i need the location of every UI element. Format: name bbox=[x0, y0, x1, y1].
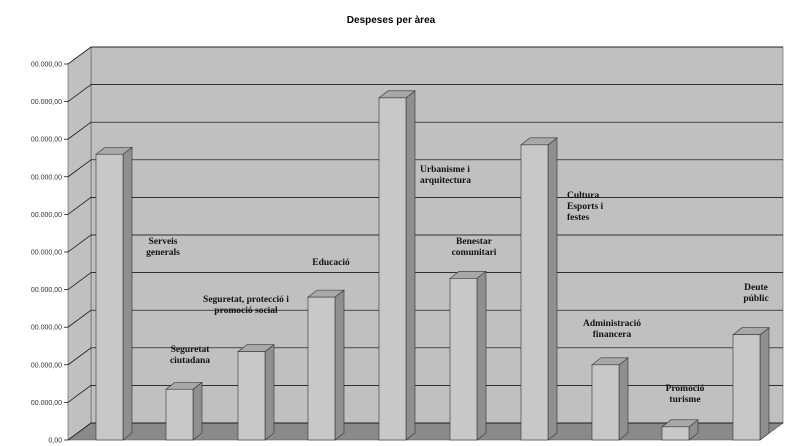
bar-side bbox=[334, 289, 345, 441]
y-tick-label: 00.000,00 bbox=[31, 137, 62, 144]
bar-side bbox=[476, 270, 487, 441]
y-tick-label: 00.000,00 bbox=[31, 325, 62, 332]
gridline bbox=[67, 84, 783, 102]
bar-front bbox=[378, 97, 407, 441]
bar-front bbox=[237, 351, 266, 441]
y-tick-label: 00.000,00 bbox=[31, 99, 62, 106]
bar-side bbox=[618, 357, 629, 441]
bar-data-label: Promoció turisme bbox=[666, 384, 705, 405]
bar-data-label: Seguretat, protecció i promoció social bbox=[203, 295, 289, 316]
bar-data-label: Administració financera bbox=[583, 319, 641, 340]
bar-side bbox=[192, 381, 203, 441]
bar bbox=[520, 137, 558, 441]
y-tick-label: 00.000,00 bbox=[31, 62, 62, 69]
bar bbox=[307, 289, 345, 441]
bar-data-label: Serveis generals bbox=[146, 237, 180, 258]
bar-front bbox=[732, 334, 761, 441]
y-tick-label: 00.000,00 bbox=[31, 362, 62, 369]
bar-side bbox=[122, 146, 133, 441]
bar-front bbox=[591, 364, 620, 441]
bar bbox=[661, 419, 699, 441]
chart-title: Despeses per àrea bbox=[347, 15, 436, 26]
bar-front bbox=[165, 388, 194, 441]
bar-data-label: Benestar comunitari bbox=[452, 237, 497, 258]
y-tick-label: 00.000,00 bbox=[31, 287, 62, 294]
bar-front bbox=[520, 144, 549, 441]
bar bbox=[237, 344, 275, 441]
bar bbox=[449, 270, 487, 441]
bar-front bbox=[661, 426, 690, 441]
bar bbox=[732, 327, 770, 441]
data-labels: Serveis generals Seguretat ciutadana Seguret… bbox=[146, 165, 769, 405]
bar-data-label: Seguretat ciutadana bbox=[170, 345, 210, 366]
y-axis-ticks: 0,00 00.000,00 00.000,00 00.000,00 00.000,00… bbox=[31, 62, 68, 445]
y-tick-label: 0,00 bbox=[48, 438, 62, 445]
y-tick-label: 00.000,00 bbox=[31, 400, 62, 407]
bar-side bbox=[759, 327, 770, 441]
bar bbox=[378, 90, 416, 441]
bars bbox=[95, 90, 770, 441]
bar-front bbox=[95, 153, 124, 441]
bar-side bbox=[264, 344, 275, 441]
bar bbox=[95, 146, 133, 441]
bar-front bbox=[449, 278, 478, 441]
y-tick-label: 00.000,00 bbox=[31, 250, 62, 257]
bar-data-label: Cultura Esports i festes bbox=[567, 191, 604, 223]
y-tick-label: 00.000,00 bbox=[31, 174, 62, 181]
gridline bbox=[67, 46, 783, 65]
bar-front bbox=[307, 296, 336, 441]
bar-data-label: Deute públic bbox=[743, 283, 768, 304]
y-tick-label: 00.000,00 bbox=[31, 212, 62, 219]
bar bbox=[591, 357, 629, 441]
bar-side bbox=[405, 90, 416, 441]
bar-data-label: Educació bbox=[312, 258, 350, 268]
bar-data-label: Urbanisme i arquitectura bbox=[420, 165, 471, 186]
bar bbox=[165, 381, 203, 441]
gridline bbox=[67, 121, 783, 140]
bar-side bbox=[547, 137, 558, 441]
